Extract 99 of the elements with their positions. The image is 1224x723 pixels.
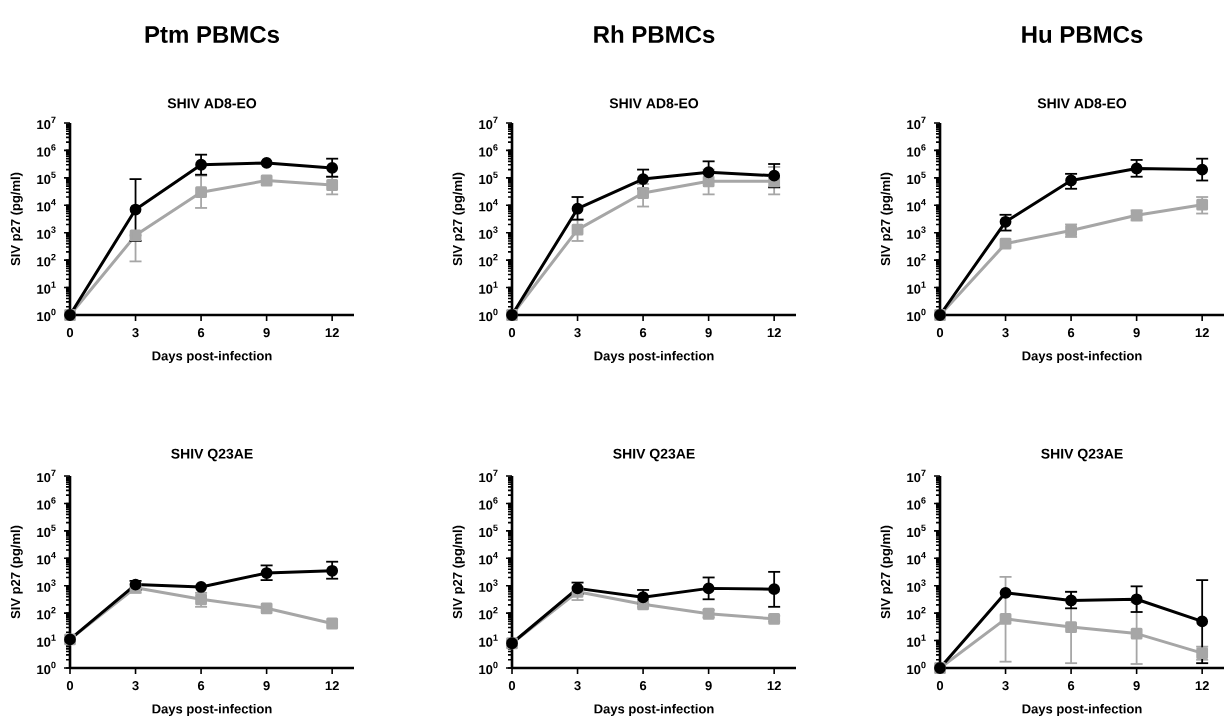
y-tick-label: 10$^{2}$ [479, 606, 498, 620]
y-tick-label: 10$^{2}$ [37, 606, 56, 620]
y-tick-label: 10$^{6}$ [479, 144, 498, 157]
y-tick-label: 10$^{5}$ [479, 171, 498, 185]
x-axis-title: Days post-infection [152, 350, 272, 364]
y-tick-label: 10$^{6}$ [907, 497, 926, 510]
x-tick-label: 0 [936, 681, 944, 691]
x-tick-label: 12 [1195, 681, 1209, 691]
x-axis-title: Days post-infection [1022, 350, 1142, 364]
y-axis-title: SIV p27 (pg/ml) [10, 525, 23, 619]
y-tick-label: 10$^{3}$ [907, 226, 926, 239]
x-axis-title: Days post-infection [594, 350, 714, 364]
y-tick-label: 10$^{4}$ [907, 199, 926, 212]
y-tick-label: 10$^{7}$ [907, 469, 926, 483]
chart-subtitle: SHIV AD8-EO [1037, 98, 1127, 109]
y-tick-label: 10$^{4}$ [37, 199, 56, 212]
x-tick-label: 9 [705, 681, 712, 691]
x-tick-label: 6 [639, 681, 647, 691]
y-tick-label: 10$^{2}$ [479, 253, 498, 267]
y-tick-label: 10$^{7}$ [479, 116, 498, 130]
y-tick-label: 10$^{2}$ [37, 253, 56, 267]
x-tick-label: 12 [325, 328, 339, 338]
y-tick-label: 10$^{6}$ [907, 144, 926, 157]
y-tick-label: 10$^{0}$ [479, 661, 498, 675]
y-tick-label: 10$^{5}$ [907, 524, 926, 538]
x-axis-title: Days post-infection [594, 703, 714, 717]
chart-title: Hu PBMCs [1022, 26, 1143, 44]
x-tick-label: 3 [132, 681, 139, 691]
x-tick-label: 12 [767, 681, 781, 691]
y-tick-label: 10$^{3}$ [37, 579, 56, 592]
y-tick-label: 10$^{6}$ [479, 497, 498, 510]
chart-title: SHIV Q23AE [1041, 448, 1123, 462]
y-tick-label: 10$^{4}$ [907, 552, 926, 565]
y-tick-label: 10$^{4}$ [479, 199, 498, 212]
x-tick-label: 0 [508, 328, 516, 338]
y-tick-label: 10$^{3}$ [479, 226, 498, 239]
y-axis-title: SIV p27 (pg/ml) [10, 172, 23, 266]
x-tick-label: 3 [132, 328, 139, 338]
y-tick-label: 10$^{0}$ [37, 661, 56, 675]
x-tick-label: 0 [66, 328, 74, 338]
y-tick-label: 10$^{1}$ [479, 281, 498, 294]
x-tick-label: 9 [1133, 328, 1140, 338]
y-tick-label: 10$^{3}$ [37, 226, 56, 239]
chart-subtitle: SHIV AD8-EO [167, 98, 257, 109]
x-tick-label: 3 [574, 328, 581, 338]
y-tick-label: 10$^{1}$ [37, 634, 56, 647]
y-tick-label: 10$^{1}$ [479, 634, 498, 647]
y-tick-label: 10$^{5}$ [479, 524, 498, 538]
x-tick-label: 0 [936, 328, 944, 338]
y-tick-label: 10$^{1}$ [37, 281, 56, 294]
x-tick-label: 9 [1133, 681, 1140, 691]
x-tick-label: 9 [263, 328, 270, 338]
x-tick-label: 3 [1002, 681, 1009, 691]
x-tick-label: 9 [263, 681, 270, 691]
chart-title: Rh PBMCs [594, 25, 715, 44]
y-tick-label: 10$^{4}$ [479, 552, 498, 565]
x-tick-label: 6 [197, 681, 205, 691]
y-tick-label: 10$^{7}$ [907, 116, 926, 130]
x-tick-label: 9 [705, 328, 712, 338]
y-tick-label: 10$^{0}$ [907, 308, 926, 322]
x-tick-label: 6 [639, 328, 647, 338]
chart-title: SHIV Q23AE [171, 448, 253, 462]
x-tick-label: 12 [325, 681, 339, 691]
x-tick-label: 0 [508, 681, 516, 691]
y-tick-label: 10$^{1}$ [907, 634, 926, 647]
x-tick-label: 6 [197, 328, 205, 338]
y-tick-label: 10$^{5}$ [37, 171, 56, 185]
x-axis-title: Days post-infection [152, 703, 272, 717]
y-tick-label: 10$^{1}$ [907, 281, 926, 294]
y-tick-label: 10$^{0}$ [37, 308, 56, 322]
y-tick-label: 10$^{6}$ [37, 144, 56, 157]
x-tick-label: 6 [1067, 328, 1075, 338]
y-tick-label: 10$^{5}$ [907, 171, 926, 185]
y-tick-label: 10$^{4}$ [37, 552, 56, 565]
x-tick-label: 12 [767, 328, 781, 338]
y-tick-label: 10$^{0}$ [479, 308, 498, 322]
y-axis-title: SIV p27 (pg/ml) [452, 525, 465, 619]
y-tick-label: 10$^{7}$ [37, 469, 56, 483]
y-tick-label: 10$^{3}$ [479, 579, 498, 592]
chart-title: SHIV Q23AE [613, 448, 695, 462]
x-axis-title: Days post-infection [1022, 703, 1142, 717]
x-tick-label: 0 [66, 681, 74, 691]
y-tick-label: 10$^{7}$ [479, 469, 498, 483]
y-tick-label: 10$^{7}$ [37, 116, 56, 130]
y-tick-label: 10$^{6}$ [37, 497, 56, 510]
x-tick-label: 3 [574, 681, 581, 691]
chart-subtitle: SHIV AD8-EO [609, 98, 699, 109]
y-axis-title: SIV p27 (pg/ml) [880, 172, 893, 266]
chart-title: Ptm PBMCs [145, 26, 280, 44]
y-axis-title: SIV p27 (pg/ml) [452, 172, 465, 266]
x-tick-label: 3 [1002, 328, 1009, 338]
y-tick-label: 10$^{0}$ [907, 661, 926, 675]
x-tick-label: 12 [1195, 328, 1209, 338]
x-tick-label: 6 [1067, 681, 1075, 691]
y-tick-label: 10$^{2}$ [907, 606, 926, 620]
y-tick-label: 10$^{2}$ [907, 253, 926, 267]
y-axis-title: SIV p27 (pg/ml) [880, 525, 893, 619]
y-tick-label: 10$^{5}$ [37, 524, 56, 538]
y-tick-label: 10$^{3}$ [907, 579, 926, 592]
